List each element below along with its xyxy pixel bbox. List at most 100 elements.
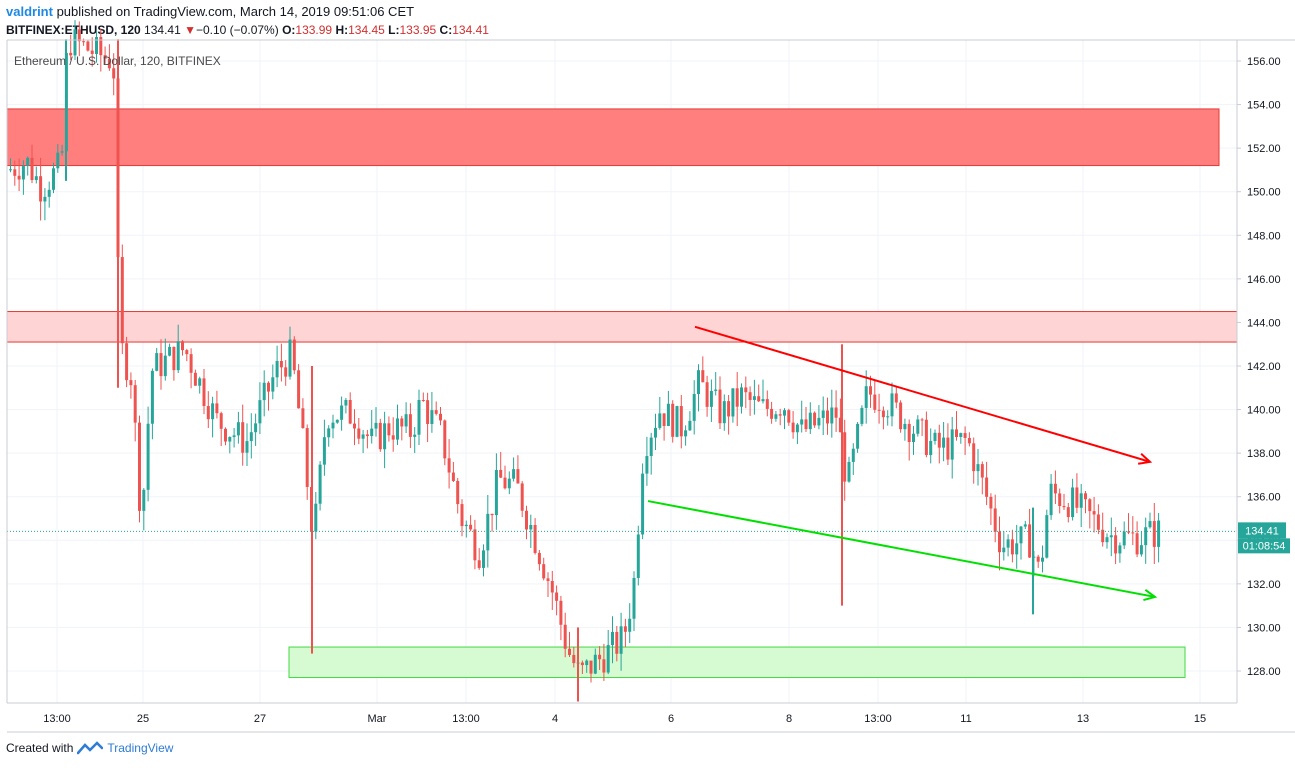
candle-body	[107, 58, 111, 69]
candle-body	[869, 386, 872, 395]
candle-body	[1114, 535, 1118, 554]
upper-resistance-zone	[6, 108, 1220, 167]
candle-body	[740, 387, 743, 407]
candle-body	[946, 437, 950, 460]
candlestick-series	[9, 20, 1161, 702]
x-tick-label: 6	[668, 713, 674, 725]
x-tick-label: 25	[137, 713, 149, 725]
candle-body	[735, 388, 739, 407]
candle-body	[546, 578, 550, 582]
candle-body	[279, 361, 283, 368]
candle-body	[361, 434, 365, 439]
high-value: 134.45	[348, 23, 385, 37]
low-value: 133.95	[399, 23, 437, 37]
y-tick-label: 154.00	[1247, 100, 1281, 112]
candle-body	[211, 403, 215, 420]
candle-body	[275, 361, 279, 378]
candle-body	[1006, 539, 1010, 548]
candle-body	[219, 413, 223, 429]
candle-body	[129, 380, 133, 386]
candle-body	[1058, 493, 1062, 507]
candle-body	[439, 413, 442, 421]
candle-body	[881, 410, 885, 418]
candle-body	[1075, 487, 1079, 508]
candle-body	[1019, 526, 1023, 544]
candle-body	[993, 508, 997, 532]
candle-body	[529, 525, 533, 530]
candle-body	[47, 189, 51, 197]
candle-body	[181, 341, 184, 351]
candle-body	[17, 175, 21, 180]
candle-body	[318, 464, 322, 504]
candle-body	[795, 424, 799, 433]
candle-body	[39, 176, 43, 202]
y-tick-label: 146.00	[1247, 274, 1281, 286]
candle-body	[90, 50, 94, 54]
candle-body	[176, 341, 180, 371]
candle-body	[537, 552, 541, 565]
x-tick-label: 13:00	[864, 713, 892, 725]
candle-body	[447, 458, 451, 473]
candle-body	[856, 423, 860, 449]
tradingview-brand[interactable]: TradingView	[107, 741, 174, 755]
last-price-tag-label: 134.41	[1245, 525, 1279, 537]
candle-body	[13, 169, 17, 176]
candle-body	[228, 436, 232, 442]
candle-body	[245, 441, 249, 453]
candle-body	[559, 600, 563, 625]
upper-trendline-arrowhead	[1137, 453, 1153, 465]
candle-body	[1062, 506, 1066, 508]
candle-body	[645, 456, 649, 474]
candle-body	[598, 654, 602, 660]
publish-info: valdrint published on TradingView.com, M…	[6, 4, 414, 20]
candle-body	[60, 151, 64, 153]
x-tick-label: 11	[960, 713, 971, 725]
candle-body	[215, 403, 219, 414]
candle-body	[271, 377, 275, 392]
upper-trendline	[694, 325, 1153, 465]
price-chart[interactable]: 156.00 154.00 152.00 150.00 148.00 146.00 144.…	[0, 0, 1295, 740]
candle-body	[331, 422, 335, 429]
lower-trendline-line	[647, 500, 1156, 598]
candle-body	[731, 388, 735, 417]
candle-body	[490, 513, 494, 516]
candle-body	[417, 400, 421, 435]
candle-body	[95, 37, 98, 54]
published-text: published on TradingView.com, March 14, …	[52, 4, 415, 19]
author-username[interactable]: valdrint	[6, 4, 53, 19]
chart-title: Ethereum / U.S. Dollar, 120, BITFINEX	[14, 54, 221, 68]
candle-body	[585, 660, 589, 666]
candle-body	[684, 430, 688, 437]
chart-axes: 156.00 154.00 152.00 150.00 148.00 146.00 144.…	[6, 39, 1295, 733]
candle-body	[168, 346, 172, 356]
candle-body	[503, 477, 507, 489]
candle-body	[593, 654, 597, 674]
candle-body	[421, 400, 425, 402]
y-tick-label: 136.00	[1247, 492, 1281, 504]
candle-body	[1096, 514, 1100, 530]
candle-body	[783, 410, 786, 416]
change-value: −0.10 (−0.07%)	[195, 23, 279, 37]
candle-body	[1118, 545, 1122, 554]
candle-body	[830, 407, 834, 424]
candle-body	[606, 645, 610, 673]
candle-body	[589, 660, 593, 674]
support-zone	[288, 646, 1186, 679]
candle-body	[150, 370, 154, 424]
candle-body	[400, 418, 404, 427]
candle-body	[464, 524, 468, 527]
trendlines	[7, 325, 1237, 602]
candle-body	[142, 489, 146, 511]
y-tick-label: 138.00	[1247, 448, 1281, 460]
candle-body	[1092, 511, 1096, 515]
open-value: 133.99	[295, 23, 333, 37]
candle-body	[103, 55, 107, 59]
candle-body	[563, 624, 567, 649]
tradingview-logo-icon	[77, 741, 104, 755]
candle-body	[426, 400, 430, 424]
candle-body	[813, 412, 817, 426]
candle-body	[365, 434, 369, 437]
candle-body	[482, 550, 485, 568]
candle-body	[580, 662, 584, 666]
candle-body	[125, 343, 129, 381]
